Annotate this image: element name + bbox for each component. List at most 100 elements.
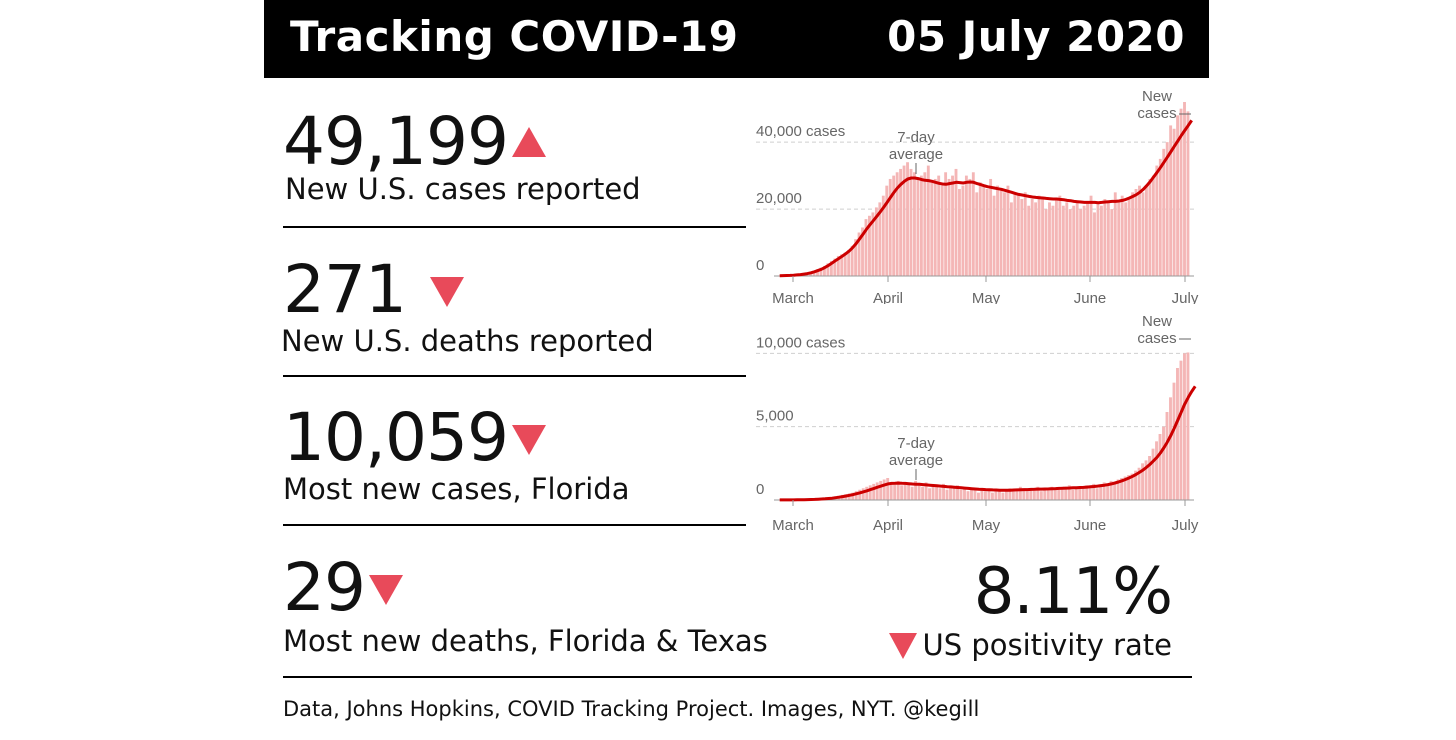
source-credit: Data, Johns Hopkins, COVID Tracking Proj… [283, 697, 980, 721]
bar [888, 178, 892, 276]
bar [999, 189, 1003, 276]
bar [819, 267, 823, 276]
bar [1018, 486, 1022, 500]
bar [978, 182, 982, 276]
bar [1186, 111, 1190, 276]
bar [899, 168, 903, 276]
x-tick-label: April [873, 290, 903, 304]
y-tick-label: 0 [756, 257, 764, 274]
bar [1109, 480, 1113, 500]
bar [966, 491, 970, 500]
stat-value: 271 [283, 251, 407, 328]
bar [1110, 209, 1114, 276]
bar [1183, 102, 1186, 276]
bar [982, 185, 986, 276]
bar [1015, 491, 1019, 500]
bar [944, 172, 948, 276]
bar [984, 491, 987, 500]
bar [910, 486, 914, 500]
bar [885, 185, 889, 276]
series-line-7-day-average [779, 385, 1197, 502]
bar [1137, 467, 1141, 500]
bar [1148, 456, 1151, 500]
bar [1071, 489, 1075, 500]
bar [938, 488, 942, 500]
bar [987, 489, 991, 500]
bar [1141, 192, 1145, 276]
bar [865, 486, 869, 500]
bar [1134, 189, 1138, 276]
bar [980, 489, 984, 500]
stat-label: New U.S. deaths reported [281, 324, 654, 358]
bar [868, 215, 871, 276]
bar [1053, 488, 1057, 500]
bar [840, 254, 844, 276]
triangle-down-icon [368, 574, 403, 605]
bar [1120, 195, 1124, 276]
bar [930, 182, 934, 276]
bar [1004, 491, 1008, 500]
bar [1179, 108, 1183, 276]
bar [959, 489, 963, 500]
bar [1041, 199, 1044, 276]
x-tick-label: March [772, 290, 814, 304]
bar [1086, 202, 1089, 276]
y-tick-label: 10,000 cases [756, 334, 845, 351]
us-cases-chart: 0 20,000 40,000 cases March April May June July… [756, 88, 1199, 304]
bar [917, 485, 921, 500]
bar [1057, 489, 1061, 500]
stat-most-cases-state: 10,059 Most new cases, Florida [283, 402, 630, 507]
bar [868, 485, 872, 500]
bar [1099, 205, 1103, 276]
bar [909, 168, 913, 276]
bar [940, 185, 944, 276]
bar [1011, 489, 1015, 500]
bar [985, 189, 989, 276]
y-tick-label: 40,000 cases [756, 123, 845, 140]
bar [1172, 128, 1176, 276]
divider [283, 375, 746, 377]
bar [1127, 475, 1131, 500]
bar [931, 485, 935, 500]
bar [1050, 486, 1054, 500]
bar [937, 175, 941, 276]
bar [886, 478, 890, 500]
bar [872, 483, 876, 500]
bar [1123, 476, 1127, 500]
bar [1008, 488, 1012, 500]
bar [990, 492, 994, 500]
bar [1155, 165, 1159, 276]
bar [1131, 192, 1135, 276]
bar [926, 165, 930, 276]
bar [1165, 412, 1169, 500]
annotation-new-cases-line2: cases [1137, 105, 1176, 122]
stat-new-us-deaths: 271 New U.S. deaths reported [281, 251, 654, 359]
bar [997, 489, 1001, 500]
bar [1001, 492, 1005, 500]
bar [1162, 148, 1166, 276]
bar [919, 175, 923, 276]
bar [1179, 360, 1183, 500]
bar [854, 491, 858, 500]
bar [878, 202, 882, 276]
bar [1151, 175, 1155, 276]
bar [1165, 142, 1169, 276]
annotation-average-line1: 7-day [897, 129, 935, 146]
bar [1030, 199, 1034, 276]
bar [892, 175, 896, 276]
bar [1065, 202, 1069, 276]
bar [1130, 473, 1134, 500]
bar [854, 239, 858, 276]
stat-label: Most new cases, Florida [283, 472, 630, 506]
stat-new-us-cases: 49,199 New U.S. cases reported [283, 106, 641, 207]
bar [924, 482, 928, 500]
bar [921, 486, 925, 500]
divider [283, 676, 1192, 678]
bar [954, 168, 958, 276]
bar [1155, 441, 1158, 500]
bar [963, 488, 966, 500]
bar [882, 479, 886, 500]
bar [836, 255, 840, 276]
bar [1144, 460, 1148, 500]
bar [1032, 489, 1036, 500]
